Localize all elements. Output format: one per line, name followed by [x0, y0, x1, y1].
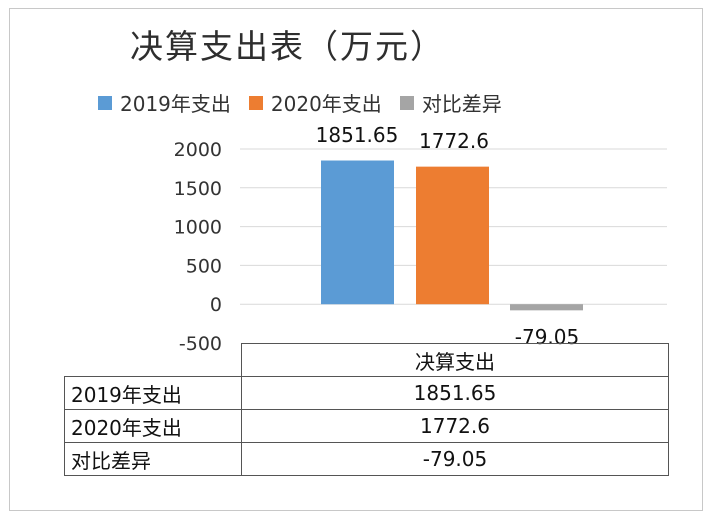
- chart-frame: [9, 8, 703, 511]
- legend-label-diff: 对比差异: [421, 92, 502, 116]
- chart-legend: 2019年支出 2020年支出 对比差异: [98, 88, 502, 117]
- y-tick-label: 2000: [174, 139, 222, 161]
- table-row: 2019年支出 1851.65: [64, 376, 669, 410]
- table-row: 对比差异 -79.05: [64, 442, 669, 476]
- data-label: 1772.6: [419, 129, 489, 153]
- table-row-label: 2020年支出: [64, 409, 242, 443]
- y-tick-label: 500: [186, 255, 222, 277]
- data-table: 决算支出 2019年支出 1851.65 2020年支出 1772.6 对比差异…: [64, 343, 669, 476]
- y-tick-label: 1000: [174, 217, 222, 239]
- bar-2: [416, 166, 489, 305]
- legend-item-diff: 对比差异: [399, 88, 502, 117]
- legend-label-2020: 2020年支出: [270, 92, 382, 116]
- table-row-value: 1772.6: [241, 409, 669, 443]
- bar-1: [321, 160, 394, 305]
- chart-title: 决算支出表（万元）: [130, 27, 445, 66]
- legend-label-2019: 2019年支出: [120, 92, 231, 116]
- legend-item-2020: 2020年支出: [248, 88, 382, 117]
- legend-item-2019: 2019年支出: [98, 88, 231, 117]
- legend-swatch-diff: [399, 95, 414, 110]
- data-label: 1851.65: [316, 123, 399, 147]
- table-header-row: 决算支出: [64, 343, 669, 377]
- table-row-value: -79.05: [241, 442, 669, 476]
- table-row-value: 1851.65: [241, 376, 669, 410]
- table-corner-cell: [64, 343, 242, 377]
- y-tick-label: 0: [210, 294, 222, 316]
- y-tick-label: 1500: [174, 178, 222, 200]
- bar-3: [510, 304, 583, 311]
- table-row-label: 对比差异: [64, 442, 242, 476]
- table-row: 2020年支出 1772.6: [64, 409, 669, 443]
- legend-swatch-2020: [248, 95, 263, 110]
- legend-swatch-2019: [98, 95, 112, 110]
- table-header-cell: 决算支出: [241, 343, 669, 377]
- table-row-label: 2019年支出: [64, 376, 242, 410]
